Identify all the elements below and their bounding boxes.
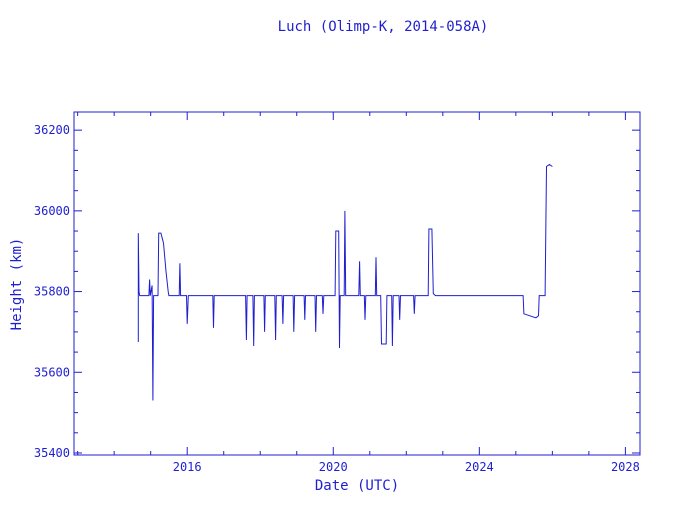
x-tick-label: 2016 [173, 460, 202, 474]
plot-frame [73, 111, 641, 456]
y-axis: 35400 35600 35800 36000 36200 [34, 123, 640, 460]
y-tick-label: 36000 [34, 204, 70, 218]
chart-title: Luch (Olimp-K, 2014-058A) [278, 19, 489, 35]
y-axis-label: Height (km) [9, 238, 25, 331]
x-tick-label: 2028 [611, 460, 640, 474]
series-line [137, 163, 553, 401]
x-axis: 2016 2020 2024 2028 [77, 112, 640, 474]
y-tick-label: 35800 [34, 285, 70, 299]
x-tick-label: 2024 [465, 460, 494, 474]
y-tick-label: 35600 [34, 365, 70, 379]
x-axis-label: Date (UTC) [315, 478, 399, 494]
y-tick-label: 36200 [34, 123, 70, 137]
y-tick-label: 35400 [34, 446, 70, 460]
x-tick-label: 2020 [319, 460, 348, 474]
